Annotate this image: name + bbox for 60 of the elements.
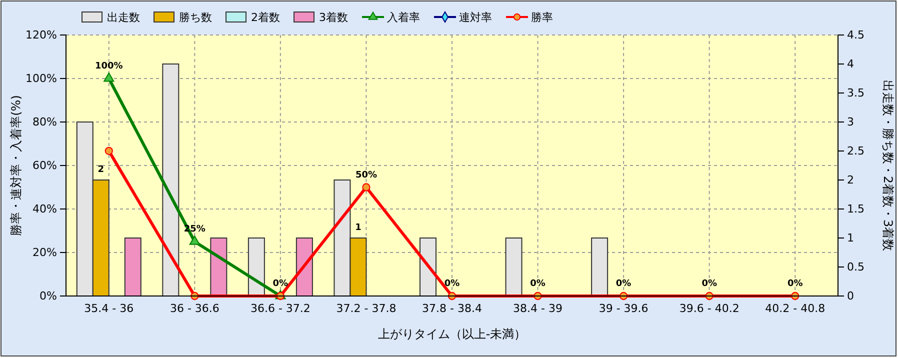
data-label: 0% bbox=[272, 279, 288, 289]
y2-axis-title: 出走数・勝ち数・2着数・3着数 bbox=[881, 80, 895, 252]
y-tick-label: 60% bbox=[32, 159, 57, 172]
bar bbox=[505, 238, 522, 296]
point bbox=[619, 292, 628, 300]
data-label: 2 bbox=[98, 165, 104, 175]
x-tick-label: 40.2 - 40.8 bbox=[765, 302, 826, 315]
point bbox=[104, 146, 113, 155]
data-label: 0% bbox=[702, 279, 717, 289]
y2-tick-label: 2.5 bbox=[847, 144, 864, 158]
y2-tick-label: 4 bbox=[847, 58, 854, 71]
point bbox=[104, 72, 114, 82]
x-tick-label: 35.4 - 36 bbox=[84, 302, 134, 315]
point bbox=[189, 236, 200, 245]
y-tick-label: 100% bbox=[26, 72, 57, 86]
x-axis-title: 上がりタイム（以上-未満） bbox=[378, 327, 526, 341]
x-tick-label: 38.4 - 39 bbox=[513, 302, 563, 315]
x-tick-label: 37.8 - 38.4 bbox=[422, 302, 482, 315]
bar bbox=[420, 238, 436, 296]
data-label: 0% bbox=[616, 279, 632, 289]
y2-tick-label: 0 bbox=[847, 290, 854, 303]
data-label: 100% bbox=[94, 62, 123, 72]
y2-tick-label: 1 bbox=[847, 232, 854, 245]
data-label: 0% bbox=[444, 279, 460, 289]
x-tick-label: 39.6 - 40.2 bbox=[679, 302, 740, 315]
legend-label: 入着率 bbox=[387, 11, 420, 24]
x-tick-label: 37.2 - 37.8 bbox=[336, 302, 396, 315]
y-tick-label: 40% bbox=[32, 202, 57, 216]
y2-tick-label: 1.5 bbox=[847, 202, 864, 216]
legend-label: 勝ち数 bbox=[179, 11, 212, 24]
y2-tick-label: 3.5 bbox=[847, 86, 864, 100]
bar bbox=[162, 64, 180, 296]
bar bbox=[124, 238, 142, 296]
bar bbox=[591, 238, 608, 296]
y-tick-label: 80% bbox=[32, 116, 57, 129]
x-tick-label: 39 - 39.6 bbox=[598, 302, 648, 315]
y-axis-title: 勝率・連対率・入着率(%) bbox=[9, 95, 23, 236]
legend-label: 勝率 bbox=[531, 11, 553, 24]
y2-tick-label: 2 bbox=[847, 174, 854, 187]
x-tick-label: 36.6 - 37.2 bbox=[250, 302, 310, 315]
legend-label: 3着数 bbox=[319, 11, 348, 24]
bar bbox=[248, 238, 265, 296]
data-label: 0% bbox=[530, 279, 546, 289]
bar bbox=[210, 238, 228, 296]
y2-tick-label: 3 bbox=[847, 116, 854, 129]
bar bbox=[296, 238, 313, 296]
data-label: 50% bbox=[355, 170, 377, 180]
x-tick-label: 36 - 36.6 bbox=[170, 302, 220, 315]
point bbox=[362, 183, 370, 192]
y-tick-label: 0% bbox=[40, 290, 57, 303]
y-tick-label: 20% bbox=[32, 246, 57, 260]
legend-label: 2着数 bbox=[251, 11, 280, 24]
data-label: 0% bbox=[787, 279, 803, 289]
y2-tick-label: 4.5 bbox=[847, 28, 864, 42]
legend-label: 出走数 bbox=[107, 11, 140, 24]
data-label: 1 bbox=[355, 223, 362, 233]
legend-label: 連対率 bbox=[459, 11, 492, 24]
y-tick-label: 120% bbox=[26, 28, 57, 42]
y2-tick-label: 0.5 bbox=[847, 260, 864, 274]
point bbox=[448, 292, 456, 300]
